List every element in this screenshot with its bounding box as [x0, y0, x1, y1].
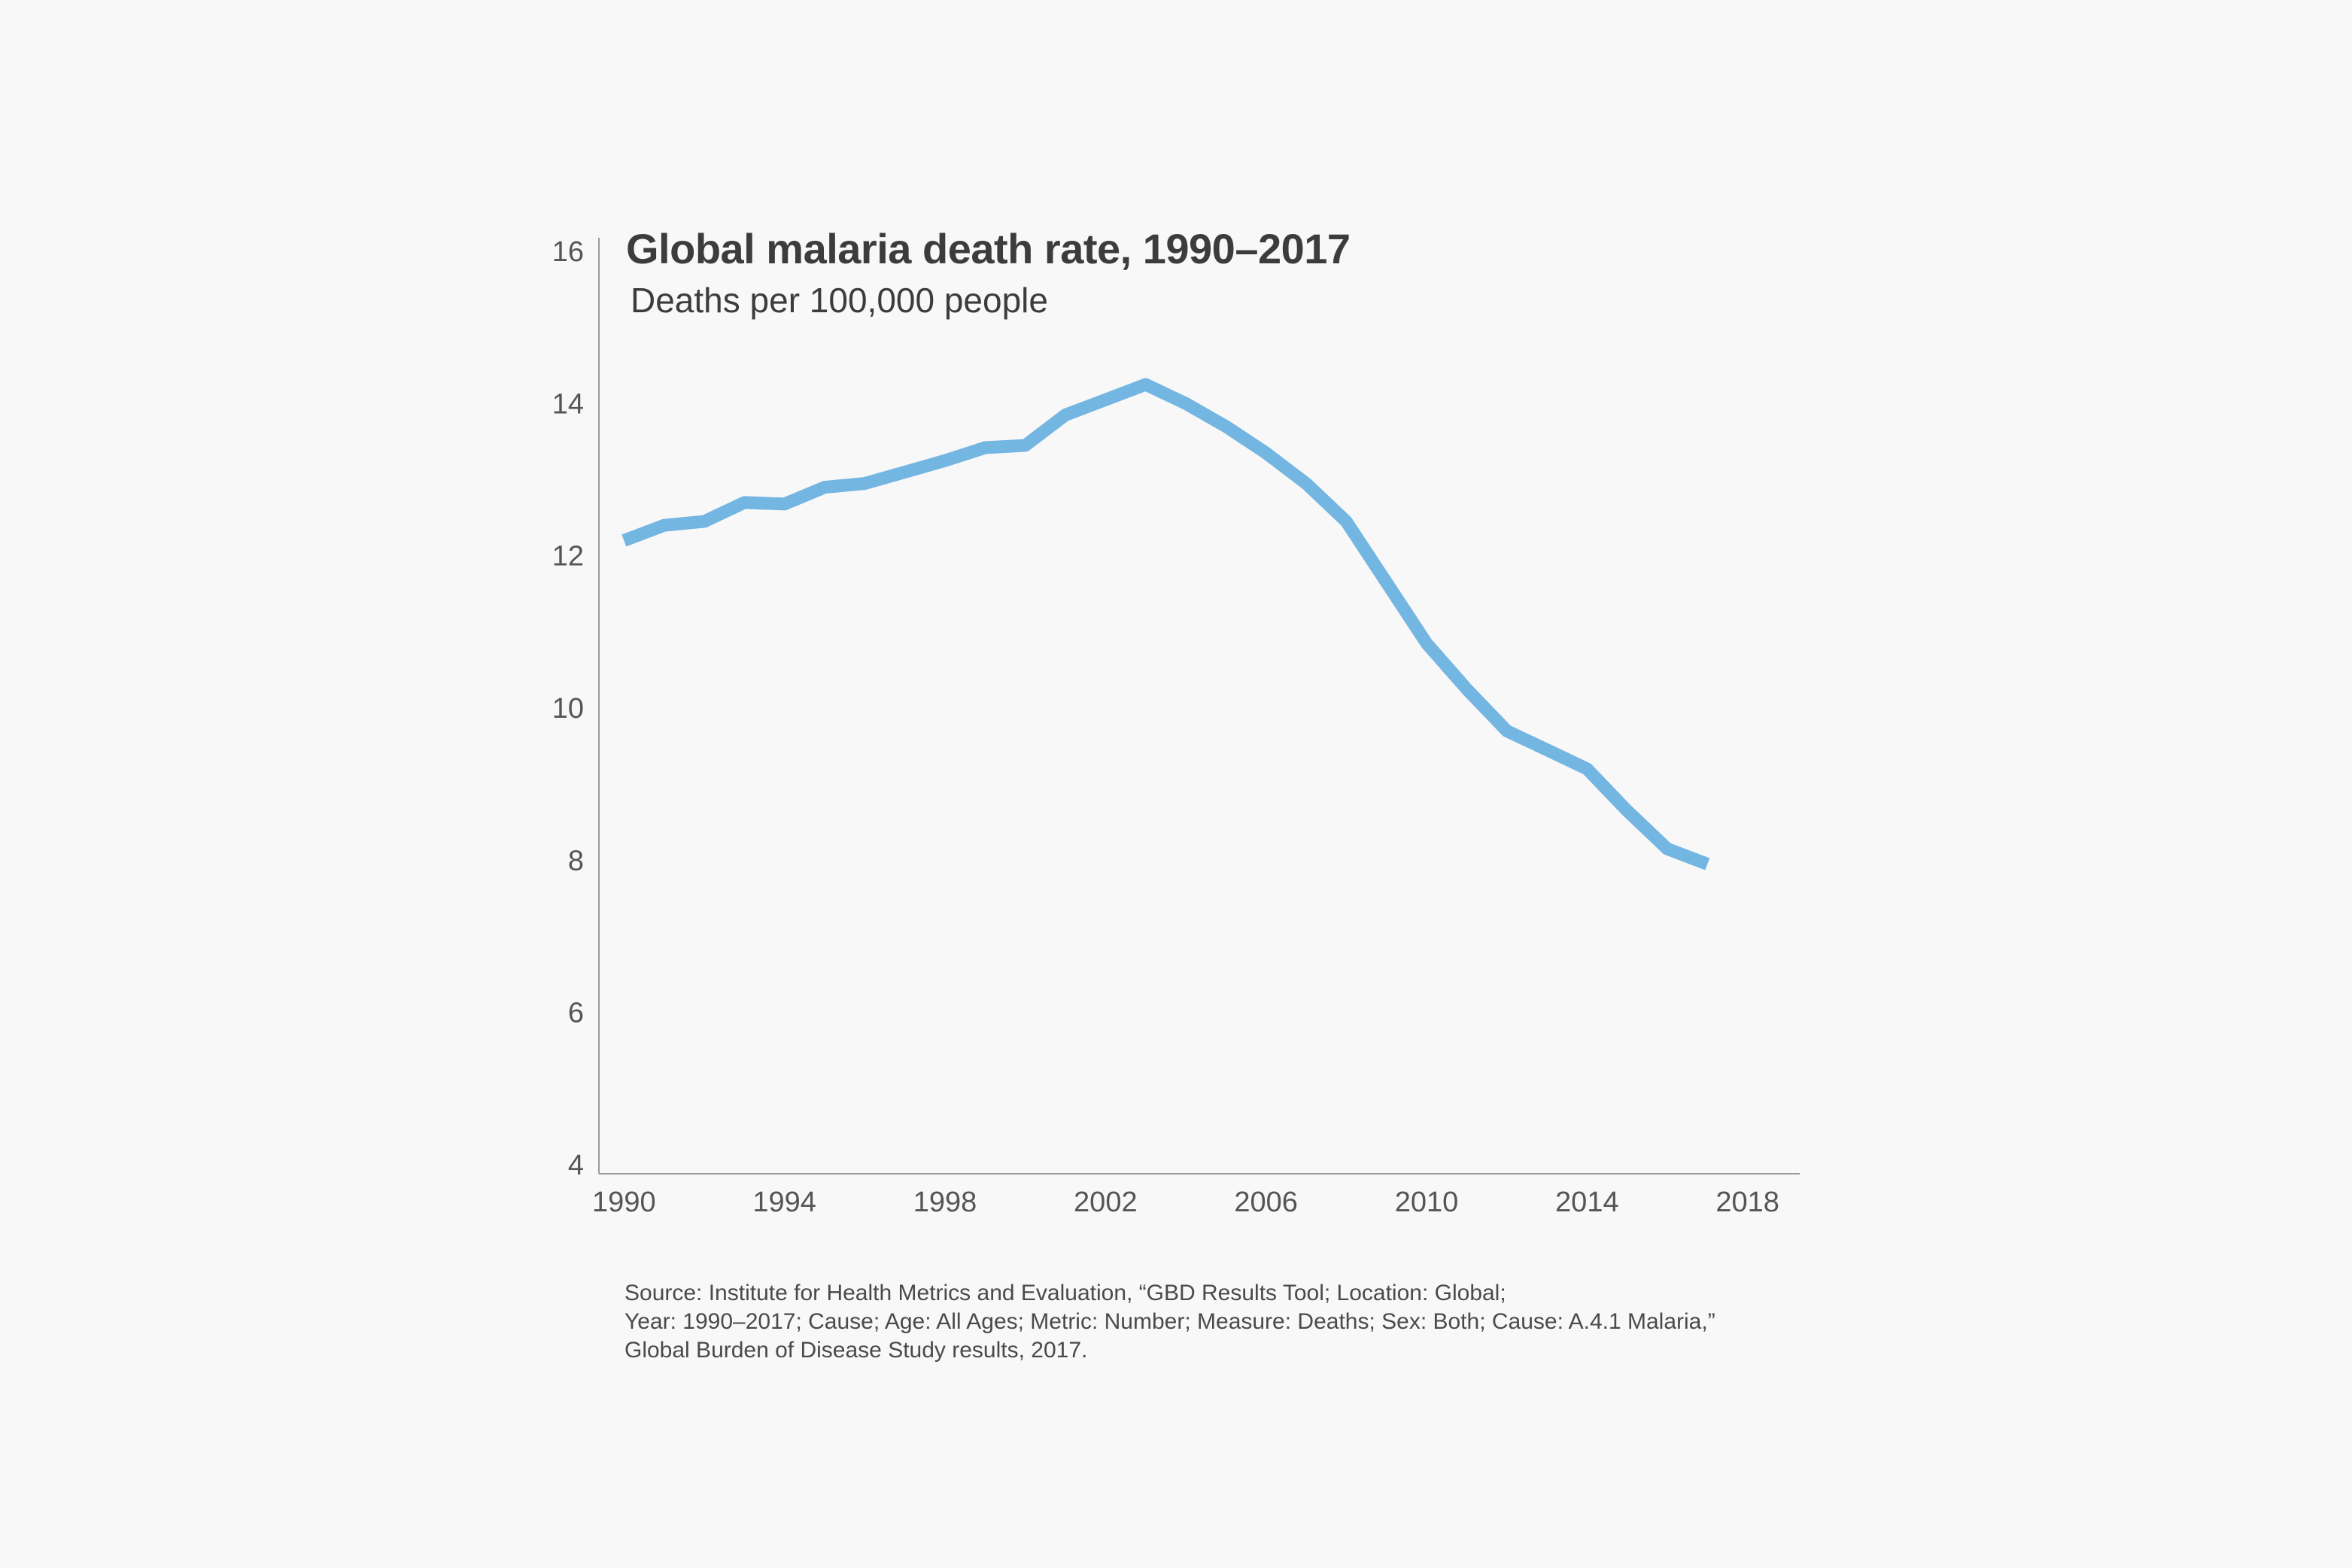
x-tick-label: 2010	[1395, 1187, 1459, 1218]
y-tick-label: 16	[552, 236, 584, 268]
y-tick-label: 12	[552, 541, 584, 573]
x-tick-label: 2018	[1715, 1187, 1779, 1218]
series-points	[624, 384, 1708, 865]
source-line: Year: 1990–2017; Cause; Age: All Ages; M…	[624, 1309, 1715, 1334]
y-tick-label: 8	[568, 845, 584, 877]
x-tick-label: 2014	[1555, 1187, 1619, 1218]
y-tick-label: 6	[568, 998, 584, 1029]
source-line: Source: Institute for Health Metrics and…	[624, 1281, 1506, 1305]
series-line-malaria-death-rate	[621, 378, 1710, 871]
x-tick-label: 1990	[592, 1187, 656, 1218]
chart-subtitle: Deaths per 100,000 people	[631, 281, 1048, 320]
y-tick-label: 4	[568, 1150, 584, 1181]
y-tick-label: 14	[552, 388, 584, 420]
x-tick-label: 1998	[913, 1187, 977, 1218]
x-tick-label: 2002	[1074, 1187, 1138, 1218]
source-note: Source: Institute for Health Metrics and…	[624, 1279, 1715, 1365]
x-tick-labels: 1990 1994 1998 2002 2006 2010 2014 2018	[592, 1187, 1779, 1218]
y-tick-label: 10	[552, 693, 584, 725]
x-tick-label: 1994	[752, 1187, 816, 1218]
chart-title: Global malaria death rate, 1990–2017	[626, 225, 1351, 272]
source-line: Global Burden of Disease Study results, …	[624, 1338, 1088, 1363]
y-tick-labels: 4 6 8 10 12 14 16	[552, 236, 584, 1181]
x-tick-label: 2006	[1234, 1187, 1298, 1218]
